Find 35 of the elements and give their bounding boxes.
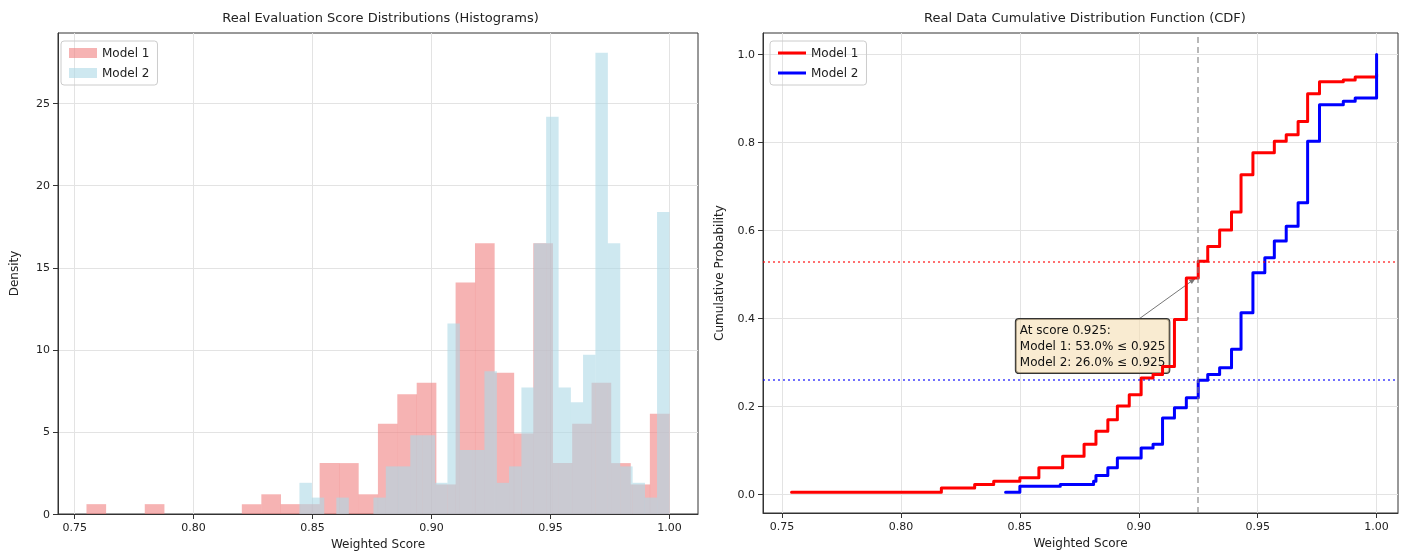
legend-label: Model 2 (811, 66, 859, 80)
x-tick-label: 0.95 (538, 521, 563, 534)
x-axis-title: Weighted Score (1033, 535, 1128, 550)
y-tick-label: 20 (36, 179, 50, 193)
y-tick-label: 15 (36, 261, 50, 275)
legend-label: Model 1 (102, 46, 150, 60)
chart-title: Real Evaluation Score Distributions (Histograms) (222, 10, 539, 25)
annotation: At score 0.925: Model 1: 53.0% ≤ 0.925 Model 2: 26.0% ≤ 0.925 (1019, 323, 1166, 370)
x-tick-label: 0.85 (1007, 520, 1033, 533)
x-tick-label: 0.80 (888, 520, 914, 533)
y-tick-label: 0.2 (737, 400, 755, 414)
y-tick-label: 0 (43, 507, 50, 521)
y-tick-label: 1.0 (737, 48, 755, 62)
y-axis-title: Density (7, 250, 21, 297)
x-tick-label: 0.90 (419, 521, 444, 534)
x-tick-label: 0.90 (1126, 520, 1152, 533)
x-tick-label: 0.85 (300, 521, 325, 534)
legend-label: Model 2 (102, 66, 150, 80)
x-tick-label: 0.95 (1245, 520, 1270, 533)
x-tick-label: 0.75 (769, 520, 795, 533)
legend-label: Model 1 (811, 46, 859, 60)
x-tick-label: 1.00 (1364, 520, 1389, 533)
x-tick-label: 0.80 (181, 521, 206, 534)
y-tick-label: 0.8 (737, 136, 755, 150)
chart-title: Real Data Cumulative Distribution Function (CDF) (924, 10, 1246, 25)
y-tick-label: 25 (36, 97, 50, 111)
y-tick-label: 5 (43, 425, 50, 439)
x-tick-label: 1.00 (657, 521, 682, 534)
y-axis-title: Cumulative Probability (712, 205, 726, 341)
x-tick-label: 0.75 (62, 521, 87, 534)
y-tick-label: 0.0 (737, 488, 755, 502)
x-axis-title: Weighted Score (330, 536, 426, 551)
y-tick-label: 10 (36, 343, 50, 357)
y-tick-label: 0.6 (737, 224, 755, 238)
y-tick-label: 0.4 (737, 312, 755, 326)
